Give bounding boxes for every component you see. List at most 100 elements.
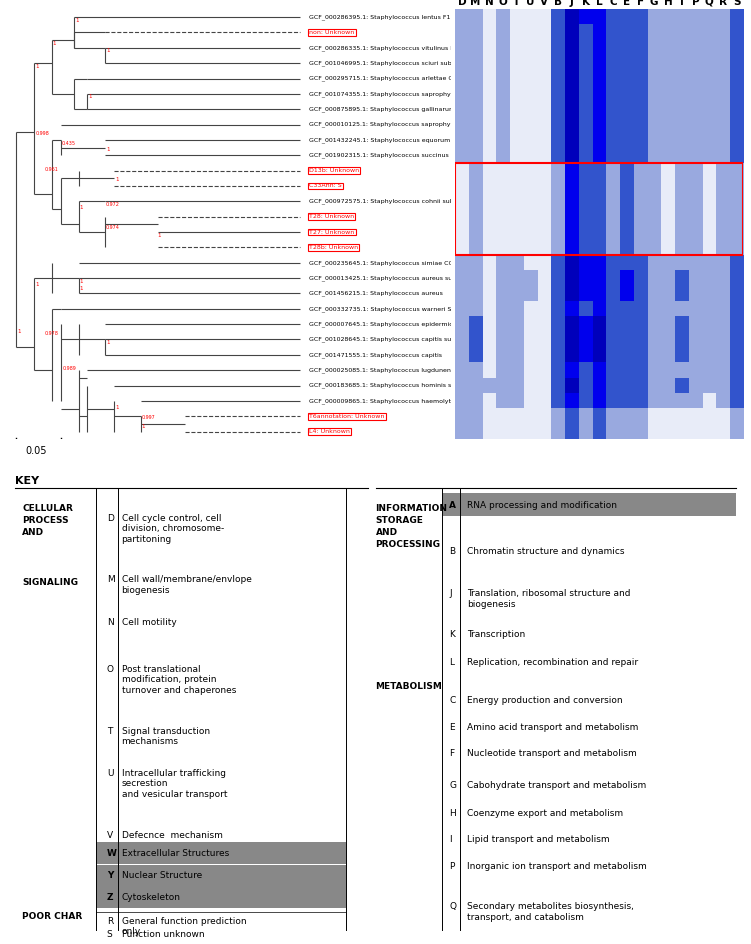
Text: Intracellular trafficking
secrestion
and vesicular transport: Intracellular trafficking secrestion and… [122,769,227,799]
Text: GCF_000286395.1: Staphylococcus lentus F1142: GCF_000286395.1: Staphylococcus lentus F… [309,14,463,20]
Text: GCF_000332735.1: Staphylococcus warneri SG1: GCF_000332735.1: Staphylococcus warneri … [309,306,460,312]
Text: Replication, recombination and repair: Replication, recombination and repair [467,658,638,667]
Text: I: I [449,835,451,844]
Text: Nucleotide transport and metabolism: Nucleotide transport and metabolism [467,749,638,758]
Text: 1: 1 [158,232,161,238]
Text: 1: 1 [115,177,119,182]
Text: F: F [449,749,454,758]
Text: INFORMATION
STORAGE
AND
PROCESSING: INFORMATION STORAGE AND PROCESSING [376,504,448,548]
Text: 1: 1 [141,425,145,430]
Text: U: U [107,769,113,778]
Text: T: T [107,727,112,735]
Text: Cell wall/membrane/envlope
biogenesis: Cell wall/membrane/envlope biogenesis [122,575,252,595]
Text: GCF_000286335.1: Staphylococcus vitulinus F1028: GCF_000286335.1: Staphylococcus vitulinu… [309,45,470,51]
Bar [96,842,346,864]
Text: Transcription: Transcription [467,630,526,639]
Text: C33Ann: S: C33Ann: S [309,183,342,189]
Bar [96,865,346,886]
Text: SIGNALING: SIGNALING [23,578,78,586]
Text: H: H [449,809,456,818]
Text: GCF_000183685.1: Staphylococcus hominis subsp. hominis C80: GCF_000183685.1: Staphylococcus hominis … [309,382,510,388]
Text: T27: Unknown: T27: Unknown [309,229,354,234]
Text: T28: Unknown: T28: Unknown [309,214,354,219]
Text: GCF_000235645.1: Staphylococcus simiae CCM 7213: GCF_000235645.1: Staphylococcus simiae C… [309,260,476,265]
Text: GCF_000013425.1: Staphylococcus aureus subsp. aureus NCTC 8325: GCF_000013425.1: Staphylococcus aureus s… [309,276,526,281]
Text: 1: 1 [75,18,78,23]
Text: GCF_000010125.1: Staphylococcus saprophyticus subsp. saprophyticus ATCC 15305: GCF_000010125.1: Staphylococcus saprophy… [309,122,574,127]
Text: Secondary metabolites biosynthesis,
transport, and catabolism: Secondary metabolites biosynthesis, tran… [467,902,635,921]
Text: GCF_000295715.1: Staphylococcus arlettae CVD059: GCF_000295715.1: Staphylococcus arlettae… [309,76,474,81]
Text: GCF_001902315.1: Staphylococcus succinus: GCF_001902315.1: Staphylococcus succinus [309,152,449,158]
Bar [455,163,743,255]
Text: 0.972: 0.972 [106,202,120,207]
Text: General function prediction
only: General function prediction only [122,917,246,936]
Text: Cytoskeleton: Cytoskeleton [122,893,180,902]
Text: 1: 1 [106,340,110,346]
Text: Nuclear Structure: Nuclear Structure [122,871,202,881]
Text: M: M [107,575,115,584]
Text: 1: 1 [35,281,38,287]
Text: Cell motility: Cell motility [122,617,176,627]
Text: 0.978: 0.978 [44,330,59,336]
Text: 0.05: 0.05 [26,447,47,456]
Text: GCF_001028645.1: Staphylococcus capitis subsp. capitis: GCF_001028645.1: Staphylococcus capitis … [309,337,487,343]
Text: GCF_001456215.1: Staphylococcus aureus: GCF_001456215.1: Staphylococcus aureus [309,291,443,296]
Text: GCF_001432245.1: Staphylococcus equorum: GCF_001432245.1: Staphylococcus equorum [309,137,451,143]
Text: A: A [449,500,456,510]
Text: 1: 1 [89,94,92,99]
Text: GCF_000009865.1: Staphylococcus haemolyticus JCSC1435: GCF_000009865.1: Staphylococcus haemolyt… [309,398,496,404]
Text: 0.435: 0.435 [62,141,76,145]
Bar [96,886,346,907]
Text: 1: 1 [80,205,83,210]
Text: Lipid transport and metabolism: Lipid transport and metabolism [467,835,610,844]
Text: 0.997: 0.997 [141,415,155,420]
Text: 1: 1 [115,405,119,410]
Text: C: C [449,696,455,705]
Text: CELLULAR
PROCESS
AND: CELLULAR PROCESS AND [23,504,73,537]
Text: K: K [449,630,455,639]
Text: R: R [107,917,113,926]
Text: D13b: Unknown: D13b: Unknown [309,168,360,173]
Text: POOR CHAR: POOR CHAR [23,912,83,920]
Text: Defecnce  mechanism: Defecnce mechanism [122,831,222,839]
Text: GCF_000875895.1: Staphylococcus gallinarum: GCF_000875895.1: Staphylococcus gallinar… [309,107,455,112]
Text: S: S [107,930,113,939]
Text: Y: Y [107,871,113,881]
Text: 0.989: 0.989 [62,366,77,371]
Text: O: O [107,666,114,674]
Text: Energy production and conversion: Energy production and conversion [467,696,623,705]
Text: W: W [107,849,116,858]
Text: Cell cycle control, cell
division, chromosome-
partitoning: Cell cycle control, cell division, chrom… [122,514,224,544]
Text: J: J [449,589,451,598]
Text: G: G [449,781,456,790]
Text: V: V [107,831,113,839]
Text: METABOLISM: METABOLISM [376,682,442,691]
Text: 1: 1 [80,286,83,292]
Text: Function unknown: Function unknown [122,930,204,939]
Text: T6annotation: Unknown: T6annotation: Unknown [309,413,385,419]
Text: Coenzyme export and metabolism: Coenzyme export and metabolism [467,809,623,818]
Text: 1: 1 [35,64,38,69]
Text: Translation, ribosomal structure and
biogenesis: Translation, ribosomal structure and bio… [467,589,631,609]
Text: D: D [107,514,113,523]
Text: GCF_000972575.1: Staphylococcus cohnii subsp. cohnii: GCF_000972575.1: Staphylococcus cohnii s… [309,198,484,204]
Text: Z: Z [107,893,113,902]
Text: 0.961: 0.961 [44,166,59,172]
Text: 1: 1 [53,41,56,45]
Text: 0.998: 0.998 [36,131,50,136]
Text: Inorganic ion transport and metabolism: Inorganic ion transport and metabolism [467,862,647,871]
Text: GCF_000007645.1: Staphylococcus epidermidis ATCC 12228: GCF_000007645.1: Staphylococcus epidermi… [309,321,499,327]
Text: Post translational
modification, protein
turnover and chaperones: Post translational modification, protein… [122,666,236,695]
Bar [442,494,736,516]
Text: B: B [449,547,455,556]
Text: non: Unknown: non: Unknown [309,30,354,35]
Text: 0.974: 0.974 [106,225,120,230]
Text: Cabohydrate transport and metabolism: Cabohydrate transport and metabolism [467,781,647,790]
Text: GCF_001046995.1: Staphylococcus sciuri subsp. sciuri: GCF_001046995.1: Staphylococcus sciuri s… [309,60,480,66]
Text: GCF_000025085.1: Staphylococcus lugdunensis HKU09-01: GCF_000025085.1: Staphylococcus lugdunen… [309,367,493,373]
Text: GCF_001074355.1: Staphylococcus saprophyticus: GCF_001074355.1: Staphylococcus saprophy… [309,91,466,96]
Text: Signal transduction
mechanisms: Signal transduction mechanisms [122,727,210,746]
Text: GCF_001471555.1: Staphylococcus capitis: GCF_001471555.1: Staphylococcus capitis [309,352,442,358]
Text: RNA processing and modification: RNA processing and modification [467,500,617,510]
Text: Extracellular Structures: Extracellular Structures [122,849,229,858]
